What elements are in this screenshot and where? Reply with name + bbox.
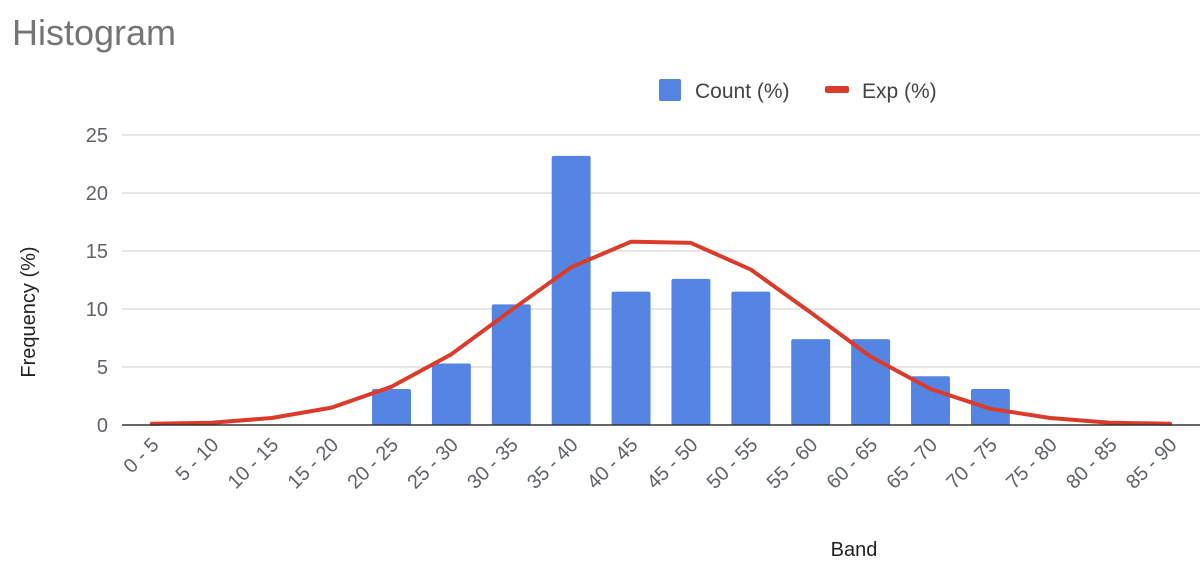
y-tick-label: 5: [97, 357, 108, 379]
gridlines: [122, 134, 1200, 368]
y-tick-label: 20: [86, 183, 108, 205]
y-tick-label: 25: [86, 125, 108, 147]
chart-title: Histogram: [12, 12, 177, 53]
bar-25-30: [431, 363, 471, 425]
x-tick-label: 70 - 75: [942, 434, 1002, 494]
x-tick-label: 65 - 70: [882, 434, 942, 494]
x-tick-label: 5 - 10: [172, 434, 224, 486]
x-tick-label: 10 - 15: [224, 434, 284, 494]
bar-55-60: [791, 339, 831, 425]
legend-swatch-exp: [825, 86, 849, 93]
x-tick-label: 15 - 20: [284, 434, 344, 494]
bar-45-50: [671, 278, 711, 425]
legend-swatch-count: [659, 79, 681, 101]
y-tick-label: 0: [97, 415, 108, 437]
x-tick-label: 55 - 60: [763, 434, 823, 494]
y-tick-label: 10: [86, 299, 108, 321]
bar-50-55: [731, 291, 771, 425]
legend-label-exp: Exp (%): [862, 80, 937, 103]
x-tick-label: 0 - 5: [120, 434, 164, 478]
x-tick-label: 80 - 85: [1062, 434, 1122, 494]
exp-line: [149, 239, 1173, 426]
bars: [372, 155, 1010, 425]
x-tick-label: 85 - 90: [1122, 434, 1182, 494]
bar-20-25: [372, 389, 411, 425]
x-tick-label: 25 - 30: [403, 434, 463, 494]
x-tick-label: 45 - 50: [643, 434, 703, 494]
x-axis-title: Band: [831, 539, 878, 561]
bar-30-35: [491, 304, 531, 425]
bar-35-40: [551, 155, 591, 425]
x-tick-label: 20 - 25: [343, 434, 403, 494]
x-tick-label: 35 - 40: [523, 434, 583, 494]
bar-40-45: [611, 291, 651, 425]
x-tick-label: 40 - 45: [583, 434, 643, 494]
bar-65-70: [911, 376, 950, 425]
exp-line-layer: [149, 239, 1173, 426]
legend: Count (%) Exp (%): [659, 79, 937, 103]
x-tick-label: 75 - 80: [1002, 434, 1062, 494]
x-tick-label: 30 - 35: [463, 434, 523, 494]
legend-label-count: Count (%): [695, 80, 790, 103]
x-tick-label: 50 - 55: [703, 434, 763, 494]
x-tick-label: 60 - 65: [823, 434, 883, 494]
bar-60-65: [851, 339, 891, 425]
y-axis-title: Frequency (%): [18, 246, 40, 377]
y-tick-label: 15: [86, 241, 108, 263]
